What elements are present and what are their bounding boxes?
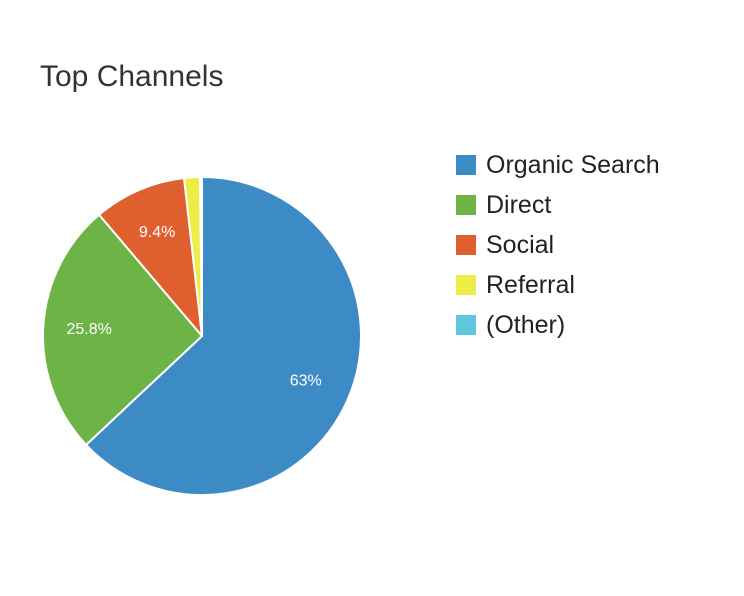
pie-label-social: 9.4% [139,224,175,241]
legend-item-direct[interactable]: Direct [456,185,660,225]
legend-swatch [456,195,476,215]
legend-label: (Other) [486,311,566,339]
legend-swatch [456,275,476,295]
legend-label: Organic Search [486,151,660,179]
pie-slice-organic-search[interactable] [85,176,362,496]
legend-label: Referral [486,271,575,299]
chart-title: Top Channels [40,60,224,93]
legend-swatch [456,315,476,335]
legend-item-organic-search[interactable]: Organic Search [456,145,660,185]
legend-swatch [456,155,476,175]
chart-legend: Organic Search Direct Social Referral (Other… [456,145,660,345]
pie-label-direct: 25.8% [66,321,111,338]
pie-label-organic-search: 63% [290,372,322,389]
legend-label: Direct [486,191,552,219]
legend-item-referral[interactable]: Referral [456,265,660,305]
pie-slice-social[interactable] [98,177,203,337]
legend-label: Social [486,231,555,259]
pie-slice-direct[interactable] [42,213,203,446]
legend-item-other[interactable]: (Other) [456,305,660,345]
pie-slice-other[interactable] [199,176,203,337]
legend-item-social[interactable]: Social [456,225,660,265]
legend-swatch [456,235,476,255]
